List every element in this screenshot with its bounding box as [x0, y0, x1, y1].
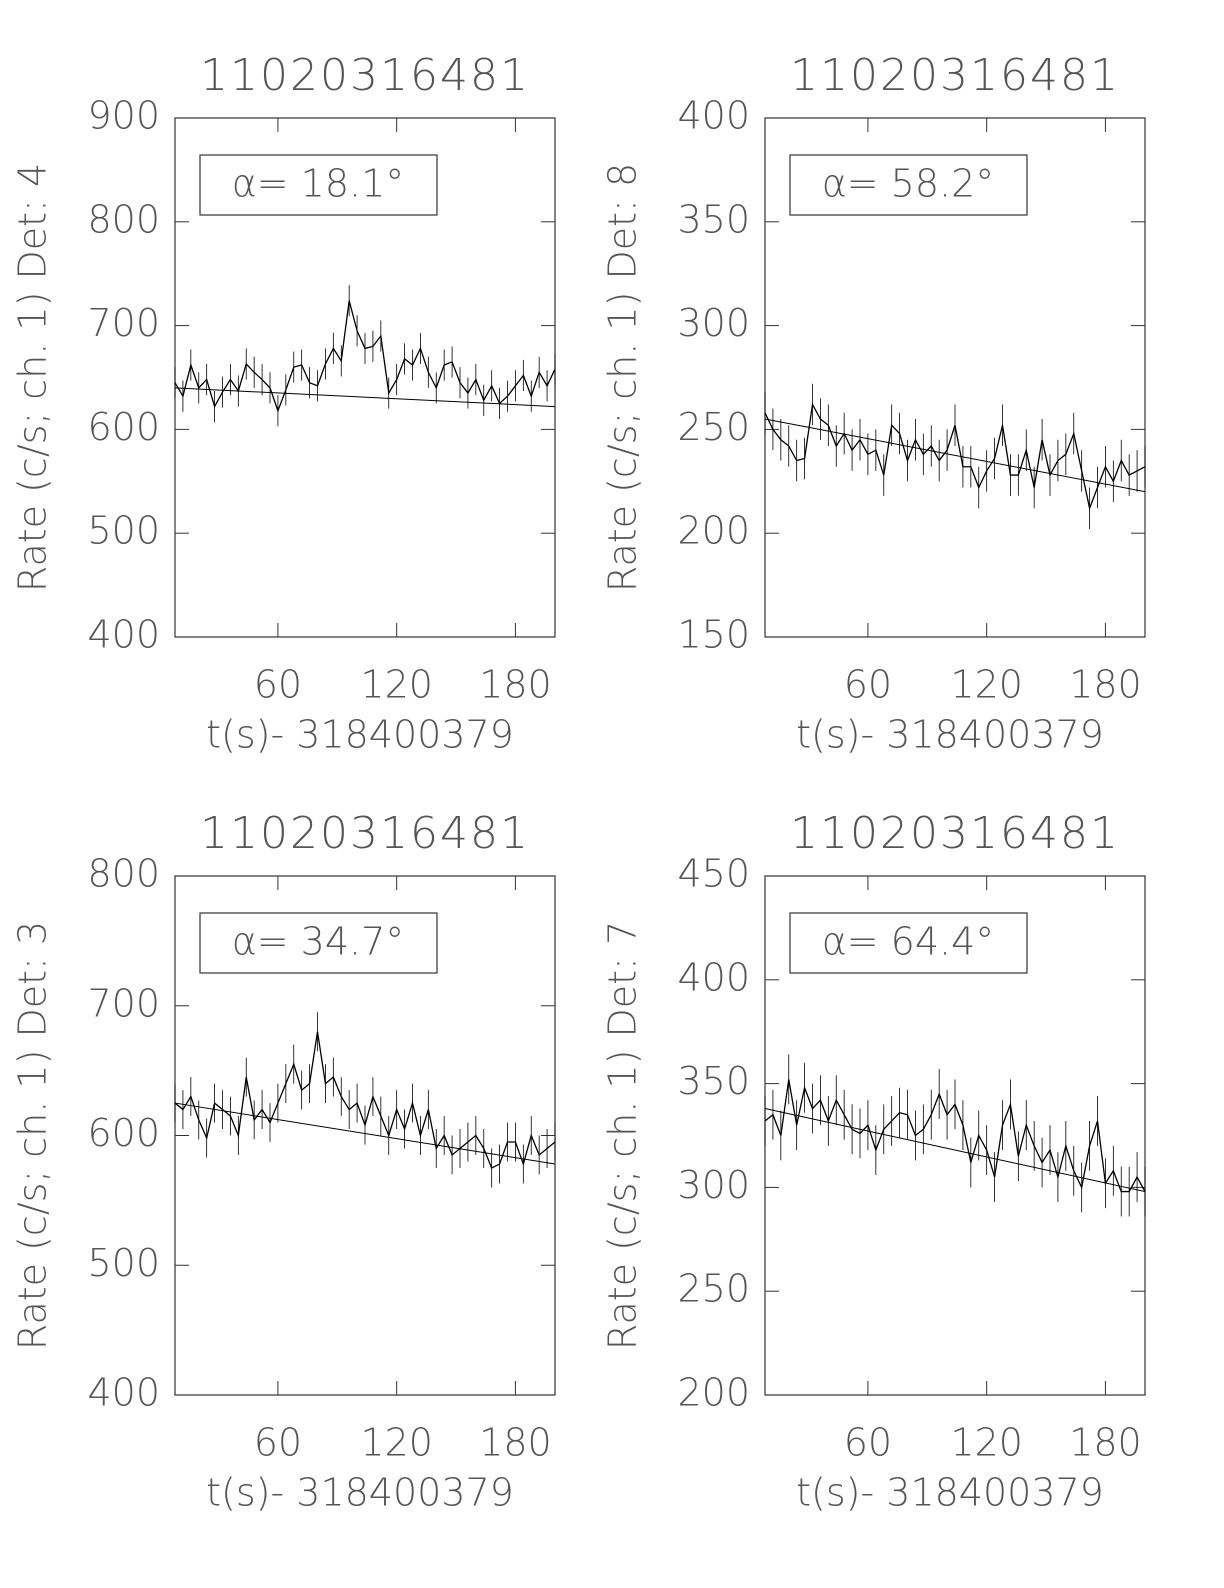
x-tick-label: 180: [1069, 663, 1142, 707]
fit-line: [764, 1108, 1146, 1193]
fit-line: [174, 1102, 556, 1165]
y-tick-label: 700: [87, 981, 160, 1025]
annotation-box: [789, 154, 1028, 216]
y-tick-label: 400: [87, 1371, 160, 1415]
annotation-box: [789, 912, 1028, 974]
x-tick-label: 120: [360, 663, 433, 707]
y-axis-label: Rate (c/s; ch. 1) Det: 8: [601, 163, 645, 592]
y-tick-label: 700: [87, 301, 160, 345]
y-tick-label: 350: [677, 1059, 750, 1103]
y-tick-label: 600: [87, 1111, 160, 1155]
annotation: α= 64.4°: [822, 920, 995, 964]
y-tick-label: 350: [677, 197, 750, 241]
y-axis-label: Rate (c/s; ch. 1) Det: 4: [11, 163, 55, 592]
x-tick-label: 120: [950, 1421, 1023, 1465]
y-tick-label: 250: [677, 405, 750, 449]
x-tick-label: 180: [479, 663, 552, 707]
annotation-box: [199, 154, 438, 216]
y-tick-label: 500: [87, 1241, 160, 1285]
fit-line: [764, 418, 1146, 493]
x-axis-label: t(s)- 318400379: [796, 713, 1104, 757]
x-tick-label: 120: [360, 1421, 433, 1465]
x-tick-label: 60: [254, 663, 302, 707]
chart-title: 11020316481: [790, 50, 1120, 101]
y-tick-label: 600: [87, 405, 160, 449]
y-tick-label: 400: [677, 94, 750, 138]
annotation-box: [199, 912, 438, 974]
y-tick-label: 300: [677, 301, 750, 345]
y-tick-label: 800: [87, 852, 160, 896]
x-axis-label: t(s)- 318400379: [206, 713, 514, 757]
annotation: α= 58.2°: [822, 162, 995, 206]
y-tick-label: 800: [87, 197, 160, 241]
y-tick-label: 500: [87, 509, 160, 553]
y-axis-label: Rate (c/s; ch. 1) Det: 7: [601, 921, 645, 1350]
fit-line: [174, 387, 556, 408]
x-tick-label: 180: [479, 1421, 552, 1465]
y-tick-label: 400: [87, 613, 160, 657]
chart-title: 11020316481: [200, 50, 530, 101]
x-tick-label: 60: [844, 1421, 892, 1465]
x-tick-label: 180: [1069, 1421, 1142, 1465]
annotation: α= 18.1°: [232, 162, 405, 206]
y-tick-label: 200: [677, 509, 750, 553]
y-tick-label: 400: [677, 955, 750, 999]
annotation: α= 34.7°: [232, 920, 405, 964]
x-axis-label: t(s)- 318400379: [796, 1471, 1104, 1515]
y-tick-label: 300: [677, 1163, 750, 1207]
chart-title: 11020316481: [790, 808, 1120, 859]
y-axis-label: Rate (c/s; ch. 1) Det: 3: [11, 921, 55, 1350]
data-line: [174, 1031, 556, 1169]
chart-title: 11020316481: [200, 808, 530, 859]
x-tick-label: 60: [844, 663, 892, 707]
y-tick-label: 150: [677, 613, 750, 657]
y-tick-label: 250: [677, 1267, 750, 1311]
x-axis-label: t(s)- 318400379: [206, 1471, 514, 1515]
y-tick-label: 900: [87, 94, 160, 138]
plot-frame: [764, 117, 1146, 638]
y-tick-label: 450: [677, 852, 750, 896]
y-tick-label: 200: [677, 1371, 750, 1415]
x-tick-label: 120: [950, 663, 1023, 707]
x-tick-label: 60: [254, 1421, 302, 1465]
